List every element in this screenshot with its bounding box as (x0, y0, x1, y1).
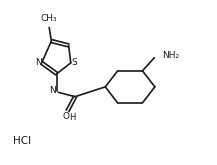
Text: HCl: HCl (13, 136, 31, 146)
Text: NH₂: NH₂ (163, 51, 180, 60)
Text: N: N (49, 86, 55, 95)
Text: O: O (63, 112, 70, 121)
Text: H: H (69, 113, 76, 122)
Text: S: S (72, 58, 77, 67)
Text: N: N (35, 58, 42, 67)
Text: CH₃: CH₃ (40, 14, 57, 23)
